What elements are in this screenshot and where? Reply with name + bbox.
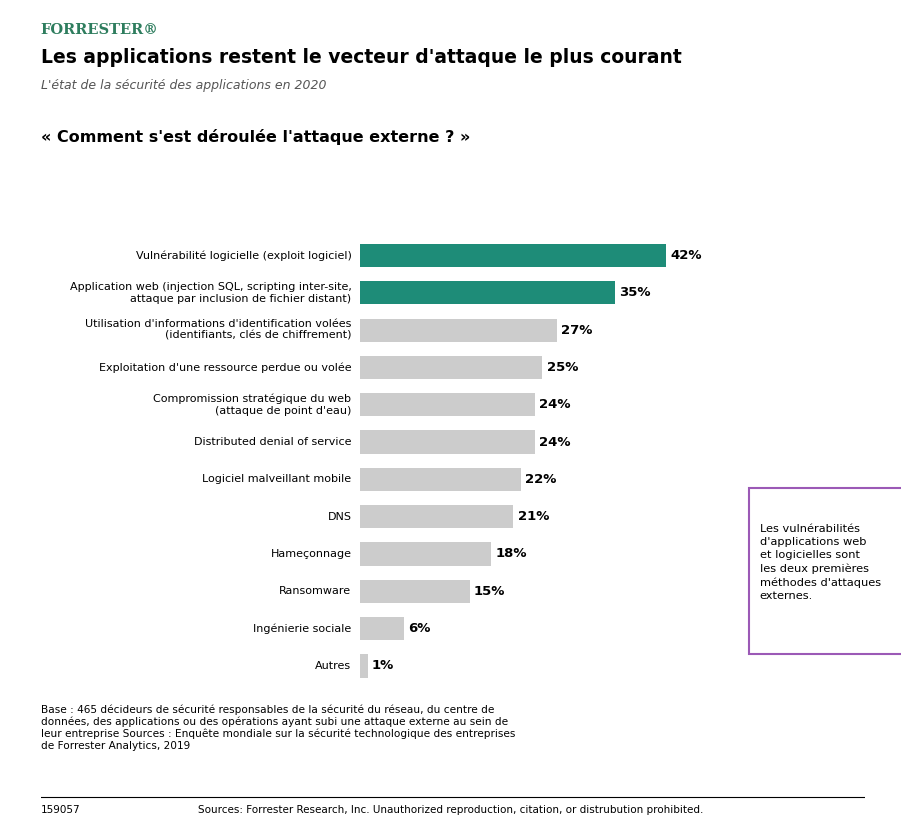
Text: 22%: 22% bbox=[525, 473, 556, 486]
Text: Utilisation d'informations d'identification volées
(identifiants, clés de chiffr: Utilisation d'informations d'identificat… bbox=[85, 319, 351, 341]
Text: 35%: 35% bbox=[620, 287, 651, 299]
Text: Base : 465 décideurs de sécurité responsables de la sécurité du réseau, du centr: Base : 465 décideurs de sécurité respons… bbox=[41, 704, 514, 751]
Bar bbox=[360, 244, 666, 267]
Text: 18%: 18% bbox=[496, 547, 527, 560]
Text: 27%: 27% bbox=[561, 324, 593, 337]
Text: 24%: 24% bbox=[540, 436, 571, 449]
Text: 42%: 42% bbox=[670, 249, 702, 262]
Text: Ransomware: Ransomware bbox=[279, 586, 351, 596]
Text: Application web (injection SQL, scripting inter-site,
attaque par inclusion de f: Application web (injection SQL, scriptin… bbox=[69, 282, 351, 304]
Text: Distributed denial of service: Distributed denial of service bbox=[194, 437, 351, 447]
Bar bbox=[360, 431, 535, 454]
FancyBboxPatch shape bbox=[750, 488, 901, 654]
Text: 25%: 25% bbox=[547, 361, 578, 374]
Bar bbox=[360, 542, 491, 566]
Text: FORRESTER®: FORRESTER® bbox=[41, 23, 159, 37]
Text: « Comment s'est déroulée l'attaque externe ? »: « Comment s'est déroulée l'attaque exter… bbox=[41, 129, 470, 145]
Text: Les applications restent le vecteur d'attaque le plus courant: Les applications restent le vecteur d'at… bbox=[41, 48, 681, 66]
Bar bbox=[360, 468, 521, 491]
Text: Compromission stratégique du web
(attaque de point d'eau): Compromission stratégique du web (attaqu… bbox=[153, 394, 351, 416]
Bar bbox=[360, 580, 469, 603]
Text: 24%: 24% bbox=[540, 398, 571, 411]
Text: DNS: DNS bbox=[327, 512, 351, 522]
Text: Autres: Autres bbox=[315, 661, 351, 671]
Bar bbox=[360, 505, 514, 528]
Text: 1%: 1% bbox=[372, 659, 395, 672]
Bar bbox=[360, 319, 557, 342]
Text: L'état de la sécurité des applications en 2020: L'état de la sécurité des applications e… bbox=[41, 79, 326, 93]
Bar bbox=[360, 281, 615, 305]
Bar bbox=[360, 355, 542, 379]
Text: Sources: Forrester Research, Inc. Unauthorized reproduction, citation, or distru: Sources: Forrester Research, Inc. Unauth… bbox=[198, 805, 703, 815]
Text: 159057: 159057 bbox=[41, 805, 80, 815]
Text: Exploitation d'une ressource perdue ou volée: Exploitation d'une ressource perdue ou v… bbox=[99, 362, 351, 373]
Text: Logiciel malveillant mobile: Logiciel malveillant mobile bbox=[202, 474, 351, 484]
Text: Ingénierie sociale: Ingénierie sociale bbox=[253, 623, 351, 634]
Bar bbox=[360, 393, 535, 416]
Text: 6%: 6% bbox=[408, 622, 431, 635]
Bar bbox=[360, 654, 368, 677]
Text: 21%: 21% bbox=[517, 510, 549, 523]
Bar bbox=[360, 617, 404, 640]
Text: 15%: 15% bbox=[474, 585, 505, 598]
Text: Vulnérabilité logicielle (exploit logiciel): Vulnérabilité logicielle (exploit logici… bbox=[135, 250, 351, 260]
Text: Les vulnérabilités
d'applications web
et logicielles sont
les deux premières
mét: Les vulnérabilités d'applications web et… bbox=[760, 523, 880, 601]
Text: Hameçonnage: Hameçonnage bbox=[270, 549, 351, 559]
